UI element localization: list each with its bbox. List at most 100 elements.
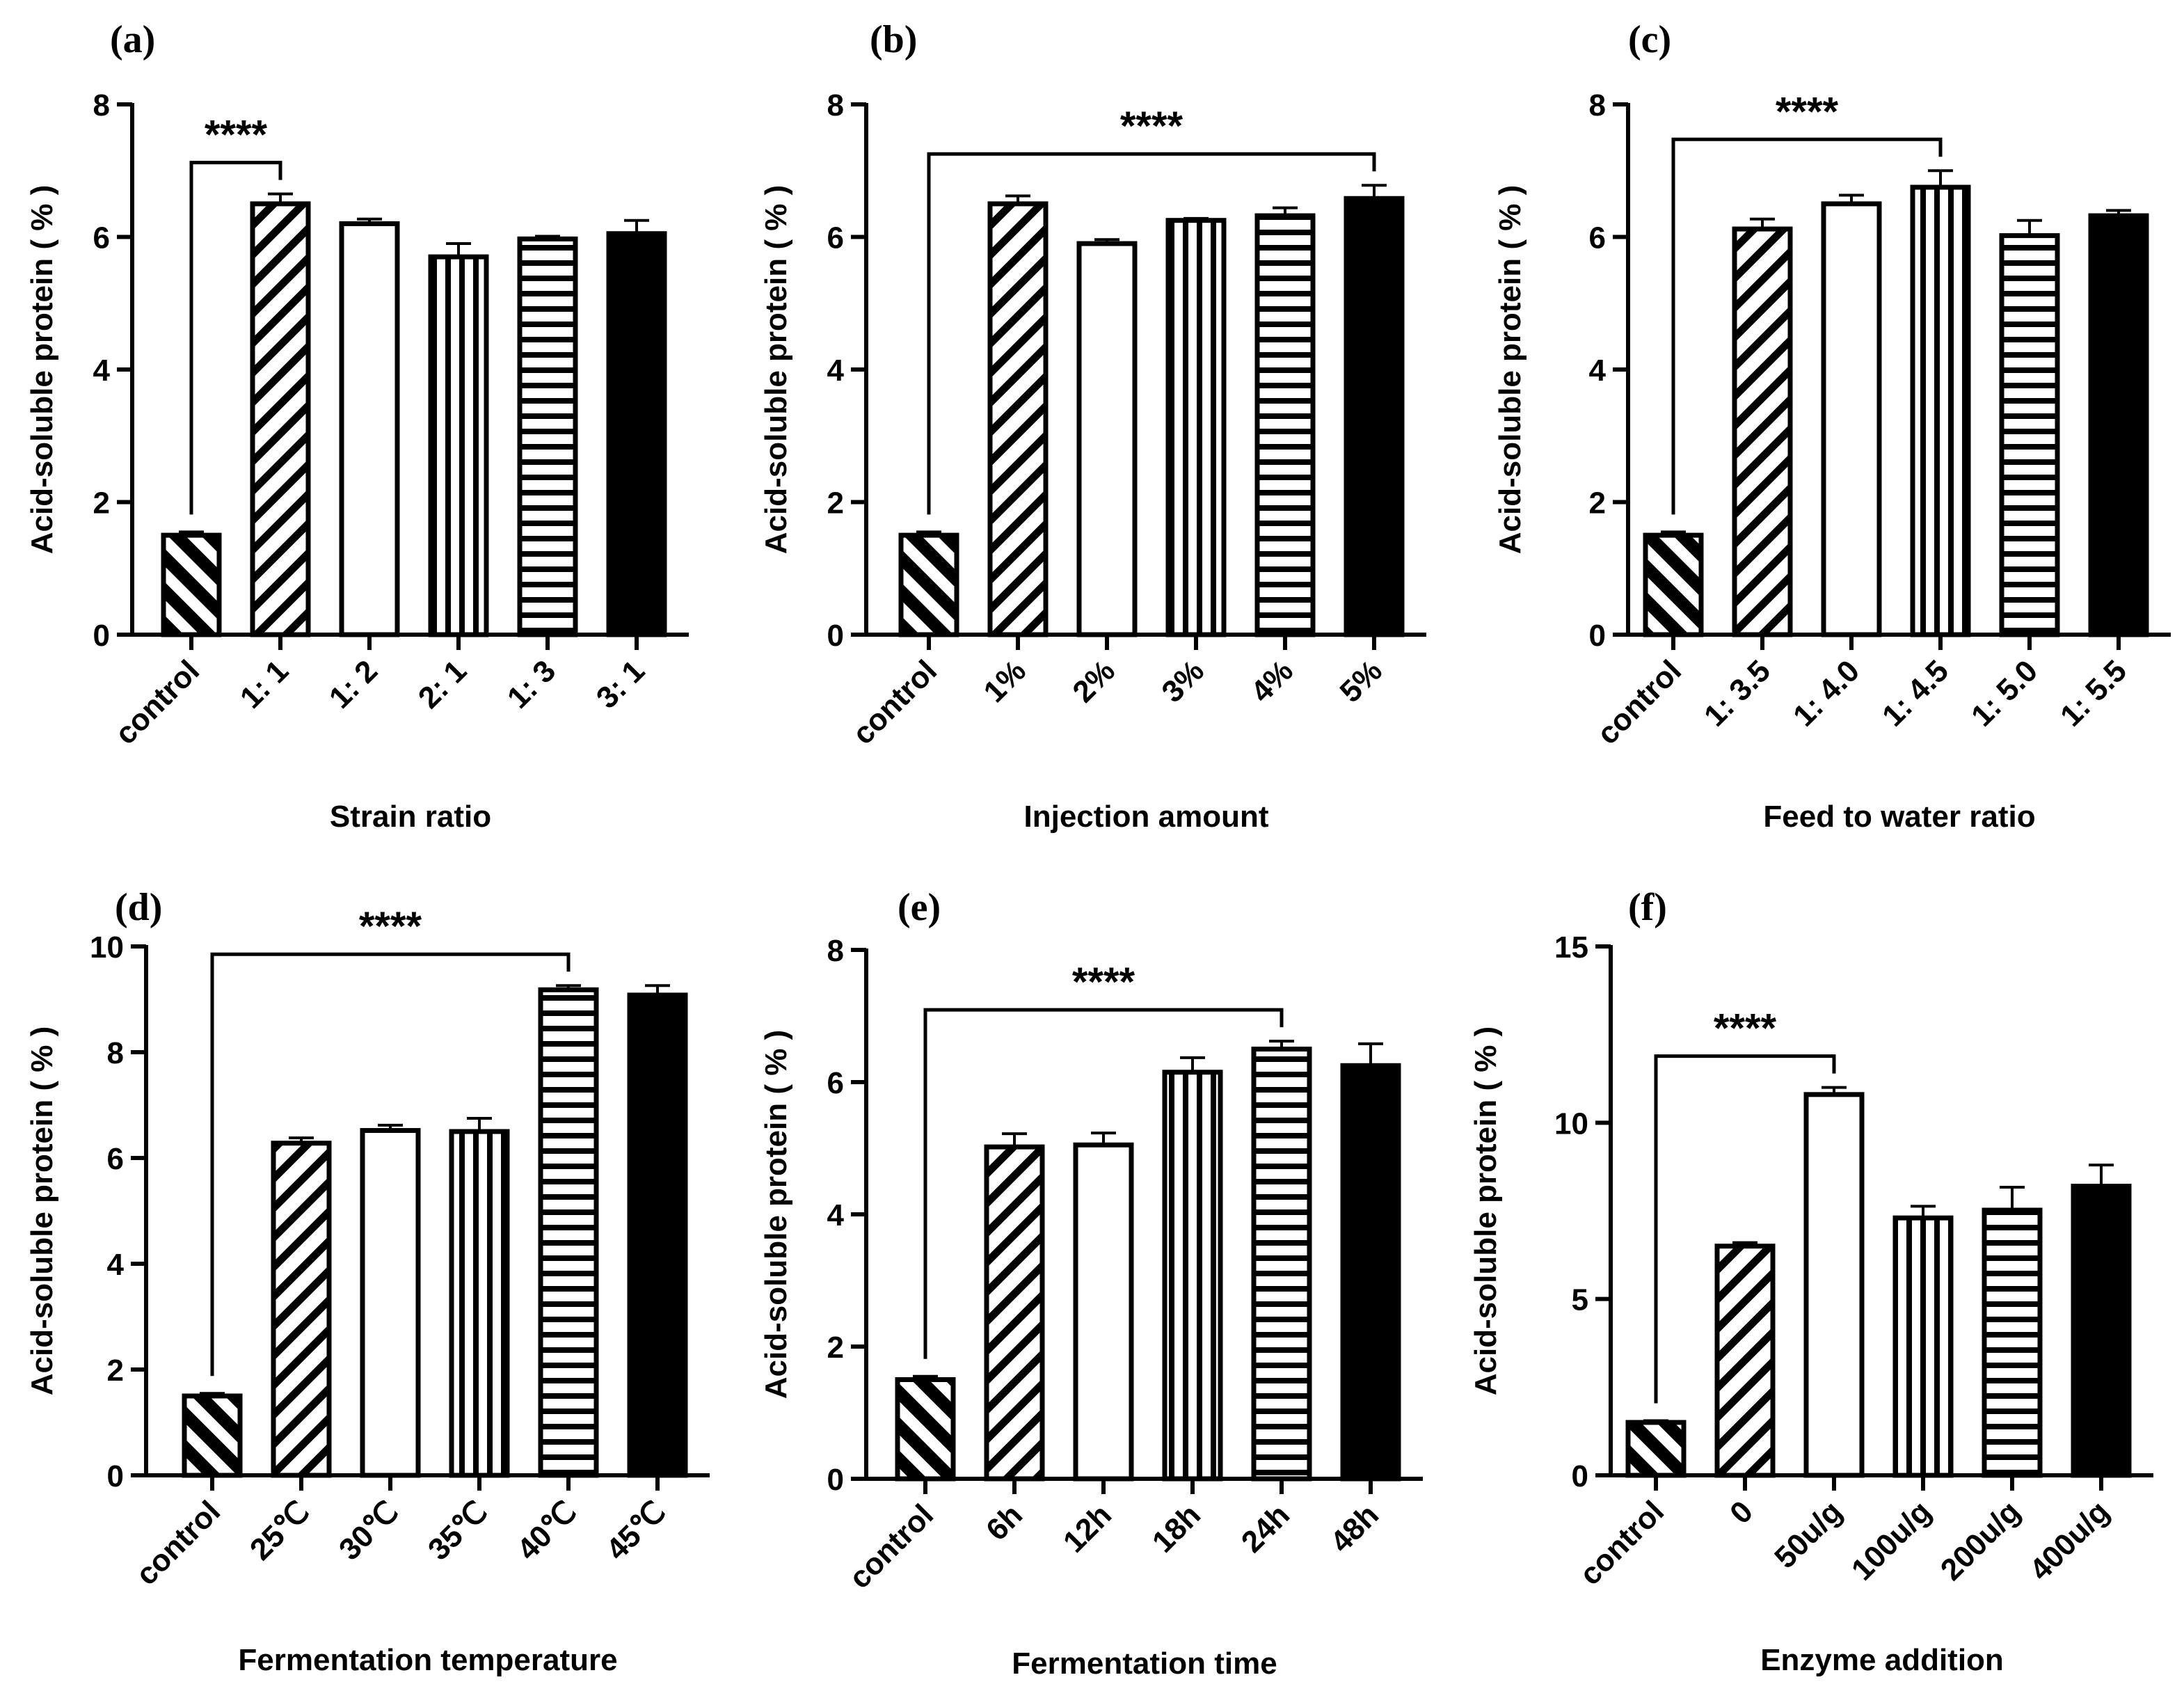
bar — [449, 1129, 510, 1478]
x-tick-label: 1: 5.0 — [1965, 653, 2044, 733]
y-tick-label: 8 — [827, 934, 844, 968]
panel-label: (e) — [898, 886, 941, 929]
y-axis-title: Acid-soluble protein ( % ) — [759, 1030, 793, 1399]
bar — [360, 1127, 421, 1478]
x-tick-label: 4% — [1244, 653, 1300, 709]
significance-label: **** — [205, 113, 268, 158]
x-axis-title: Enzyme addition — [1760, 1643, 2004, 1677]
bar — [1254, 213, 1316, 637]
y-axis-title: Acid-soluble protein ( % ) — [1469, 1026, 1503, 1395]
significance-bracket — [923, 1008, 1284, 1359]
bar — [538, 987, 599, 1478]
significance-bracket — [210, 952, 571, 1376]
x-tick-label: control — [129, 1494, 227, 1592]
x-tick-label: 0 — [1723, 1494, 1760, 1530]
x-tick-label: 1: 5.5 — [2054, 653, 2133, 733]
x-tick-label: 3% — [1155, 653, 1211, 709]
bar — [898, 532, 959, 637]
x-tick-label: 1: 3 — [501, 653, 562, 715]
y-tick-label: 8 — [107, 1036, 124, 1070]
bar — [606, 231, 667, 637]
x-tick-label: 200u/g — [1934, 1494, 2027, 1587]
x-tick-label: 1: 4.0 — [1787, 653, 1866, 733]
x-tick-label: 5% — [1333, 653, 1389, 709]
bar — [1714, 1244, 1776, 1478]
y-tick-label: 0 — [827, 1463, 844, 1497]
chart-panel: (c) 0 2 4 6 8 Acid-soluble protein ( % ) contro… — [1493, 18, 2171, 834]
x-axis-title: Fermentation temperature — [238, 1643, 617, 1677]
panel-label: (d) — [115, 886, 162, 929]
y-axis-title: Acid-soluble protein ( % ) — [1493, 185, 1527, 554]
bar — [1643, 532, 1704, 637]
y-tick-label: 4 — [827, 354, 845, 388]
bar — [1910, 184, 1971, 637]
x-tick-label: control — [1573, 1494, 1671, 1592]
bar — [987, 201, 1049, 637]
bar — [271, 1141, 332, 1478]
bar — [1076, 241, 1138, 637]
x-tick-label: 2: 1 — [412, 653, 473, 715]
significance-bracket — [927, 152, 1376, 515]
chart-panel: (a) 0 2 4 6 8 Acid-soluble protein ( % ) contro… — [25, 18, 689, 834]
chart-panel: (d) 0 2 4 6 8 10 Acid-soluble protein ( % ) cont… — [25, 886, 710, 1677]
y-tick-label: 0 — [1572, 1459, 1588, 1493]
x-tick-label: 25℃ — [244, 1494, 316, 1566]
x-tick-label: 35℃ — [422, 1494, 494, 1566]
y-tick-label: 5 — [1572, 1283, 1588, 1317]
bar — [339, 221, 400, 637]
x-axis-title: Strain ratio — [330, 800, 491, 834]
bar — [517, 236, 578, 637]
bar — [1340, 1063, 1401, 1482]
y-tick-label: 0 — [107, 1459, 124, 1493]
x-tick-label: 40℃ — [511, 1494, 583, 1566]
significance-label: **** — [1120, 104, 1183, 149]
bar — [627, 992, 688, 1478]
bar — [1999, 233, 2060, 637]
bar — [1732, 226, 1793, 637]
y-tick-label: 0 — [1589, 619, 1606, 653]
x-tick-label: 1: 2 — [323, 653, 384, 715]
y-axis-title: Acid-soluble protein ( % ) — [25, 1026, 59, 1395]
x-tick-label: 50u/g — [1768, 1494, 1849, 1575]
bar — [1165, 218, 1227, 637]
bar — [1162, 1070, 1223, 1482]
y-tick-label: 6 — [1589, 221, 1606, 255]
x-tick-label: 1% — [977, 653, 1033, 709]
x-tick-label: 30℃ — [333, 1494, 405, 1566]
significance-label: **** — [359, 904, 422, 949]
y-tick-label: 6 — [93, 221, 110, 255]
bar — [250, 201, 311, 637]
panel-label: (b) — [870, 18, 917, 61]
bar — [428, 254, 489, 637]
significance-label: **** — [1776, 89, 1839, 134]
significance-label: **** — [1714, 1006, 1777, 1052]
bar — [895, 1377, 956, 1482]
x-tick-label: control — [846, 653, 943, 751]
x-tick-label: control — [843, 1498, 940, 1595]
x-tick-label: 48h — [1324, 1498, 1385, 1559]
bar — [161, 532, 222, 637]
bar — [1982, 1207, 2043, 1478]
y-tick-label: 4 — [107, 1248, 125, 1282]
x-tick-label: 45℃ — [600, 1494, 672, 1566]
y-tick-label: 10 — [1554, 1106, 1588, 1141]
x-axis-title: Feed to water ratio — [1763, 800, 2035, 834]
chart-panel: (e) 0 2 4 6 8 Acid-soluble protein ( % ) contro… — [759, 886, 1423, 1681]
x-tick-label: control — [1591, 653, 1688, 751]
bar — [182, 1393, 243, 1478]
x-tick-label: 24h — [1235, 1498, 1296, 1559]
panel-label: (a) — [110, 18, 155, 61]
x-tick-label: 1: 4.5 — [1876, 653, 1955, 733]
y-tick-label: 4 — [827, 1198, 845, 1232]
bar — [1344, 196, 1405, 637]
x-tick-label: 12h — [1057, 1498, 1118, 1559]
bar — [1803, 1092, 1865, 1478]
y-tick-label: 2 — [1589, 486, 1606, 521]
x-tick-label: 3: 1 — [590, 653, 651, 715]
significance-bracket — [1671, 137, 1943, 515]
y-tick-label: 6 — [827, 221, 844, 255]
significance-label: **** — [1072, 960, 1135, 1005]
x-tick-label: 6h — [980, 1498, 1029, 1547]
y-tick-label: 15 — [1554, 930, 1588, 965]
